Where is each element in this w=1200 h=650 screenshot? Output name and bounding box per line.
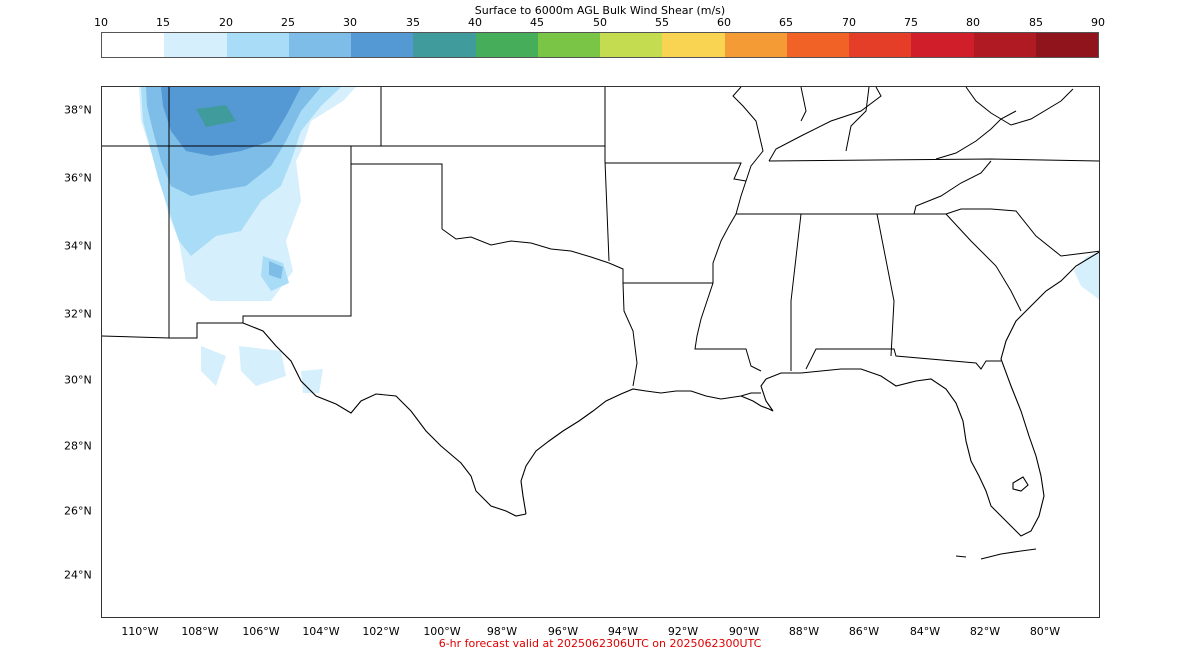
border-ky-north	[768, 87, 882, 162]
rio-grande-border	[242, 322, 527, 517]
gulf-coast-east	[765, 251, 1099, 537]
border-ok-panhandle	[350, 146, 443, 229]
shear-fill-35-40	[196, 105, 236, 127]
border-sc-ga-savannah	[945, 213, 1022, 312]
border-tn-north	[768, 158, 1099, 162]
lat-label: 30°N	[64, 373, 92, 387]
forecast-valid-caption: 6-hr forecast valid at 2025062306UTC on …	[438, 637, 762, 650]
colorbar-swatch	[786, 33, 849, 57]
colorbar-title: Surface to 6000m AGL Bulk Wind Shear (m/…	[474, 4, 726, 17]
colorbar-tick: 10	[94, 16, 108, 29]
border-nc-tn	[913, 160, 992, 215]
lon-label: 88°W	[788, 625, 820, 638]
shear-fill-25-30	[269, 261, 283, 279]
border-tx-la	[622, 282, 638, 387]
colorbar-tick: 45	[530, 16, 544, 29]
border-il-in	[845, 87, 870, 152]
lon-label: 82°W	[969, 625, 1001, 638]
lat-label: 38°N	[64, 103, 92, 117]
colorbar	[101, 32, 1099, 58]
border-ia-mo	[800, 87, 807, 122]
lon-label: 92°W	[667, 625, 699, 638]
colorbar-swatch	[1035, 33, 1098, 57]
lake-okeechobee	[1012, 476, 1029, 492]
shear-shading	[139, 87, 1099, 393]
lon-label: 80°W	[1029, 625, 1061, 638]
colorbar-swatch	[164, 33, 227, 57]
colorbar-tick: 20	[219, 16, 233, 29]
map-canvas	[102, 87, 1099, 560]
colorbar-tick: 30	[343, 16, 357, 29]
lat-label: 28°N	[64, 439, 92, 453]
border-mississippi-river	[694, 87, 764, 372]
lon-label: 84°W	[909, 625, 941, 638]
lat-label: 24°N	[64, 568, 92, 582]
colorbar-tick: 65	[779, 16, 793, 29]
state-boundaries	[102, 87, 1099, 387]
lon-label: 104°W	[302, 625, 340, 638]
border-ok-ar	[604, 160, 610, 262]
shear-fill-15-20	[239, 346, 286, 386]
lon-label: 106°W	[242, 625, 280, 638]
colorbar-tick: 70	[842, 16, 856, 29]
colorbar-swatch	[911, 33, 974, 57]
colorbar-swatch	[973, 33, 1036, 57]
texas-gulf-coast	[520, 388, 761, 515]
lon-label: 98°W	[486, 625, 518, 638]
colorbar-tick: 55	[655, 16, 669, 29]
border-al-ga	[876, 213, 895, 357]
coastlines	[242, 251, 1099, 560]
shear-fill-15-20	[1074, 251, 1099, 300]
colorbar-tick: 35	[406, 16, 420, 29]
colorbar-swatch	[226, 33, 289, 57]
colorbar-swatch	[849, 33, 912, 57]
colorbar-swatch	[413, 33, 476, 57]
colorbar-swatch	[724, 33, 787, 57]
border-ok-mo	[605, 162, 747, 182]
border-az-mexico	[102, 335, 170, 339]
louisiana-coast	[740, 378, 774, 412]
colorbar-swatch	[288, 33, 351, 57]
lon-label: 94°W	[607, 625, 639, 638]
lon-label: 102°W	[362, 625, 400, 638]
colorbar-tick: 80	[966, 16, 980, 29]
colorbar-tick: 85	[1029, 16, 1043, 29]
lon-label: 108°W	[181, 625, 219, 638]
shear-fill-15-20	[201, 346, 226, 386]
colorbar-swatch	[102, 33, 165, 57]
colorbar-swatch	[537, 33, 600, 57]
lat-label: 26°N	[64, 504, 92, 518]
colorbar-tick: 50	[593, 16, 607, 29]
border-ms-al	[790, 213, 802, 371]
colorbar-tick: 75	[904, 16, 918, 29]
colorbar-tick: 40	[468, 16, 482, 29]
colorbar-tick: 60	[717, 16, 731, 29]
shear-fill-15-20	[301, 369, 323, 393]
lon-label: 110°W	[121, 625, 159, 638]
border-red-river	[441, 228, 610, 264]
lon-label: 86°W	[848, 625, 880, 638]
border-tx-ar-la	[608, 262, 713, 284]
lon-label: 100°W	[423, 625, 461, 638]
lat-label: 36°N	[64, 171, 92, 185]
colorbar-swatch	[600, 33, 663, 57]
map-panel	[101, 86, 1100, 618]
border-ga-sc	[945, 208, 1099, 257]
colorbar-swatch	[351, 33, 414, 57]
lon-label: 90°W	[728, 625, 760, 638]
florida-keys	[955, 548, 1037, 560]
border-ky-va	[935, 110, 1017, 160]
colorbar-ticks: 10 15 20 25 30 35 40 45 50 55 60 65 70 7…	[0, 16, 1200, 30]
colorbar-swatch	[475, 33, 538, 57]
colorbar-tick: 90	[1091, 16, 1105, 29]
colorbar-swatch	[662, 33, 725, 57]
colorbar-tick: 25	[281, 16, 295, 29]
border-fl-panhandle	[805, 348, 1001, 370]
lat-label: 32°N	[64, 307, 92, 321]
border-oh-wv	[965, 87, 1074, 126]
lon-label: 96°W	[547, 625, 579, 638]
lat-label: 34°N	[64, 239, 92, 253]
colorbar-tick: 15	[156, 16, 170, 29]
